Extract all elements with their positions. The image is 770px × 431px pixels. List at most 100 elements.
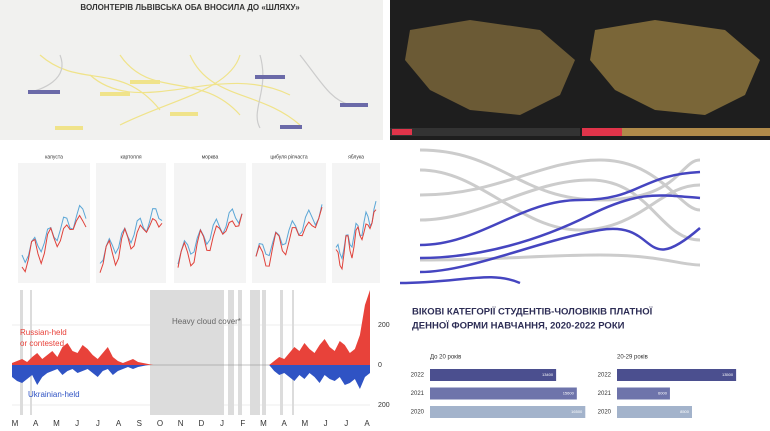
bar xyxy=(430,406,586,418)
y-tick-label: 2020 xyxy=(411,410,425,416)
panel-title: цибуля ріпчаста xyxy=(270,154,308,160)
panel-line xyxy=(335,209,377,271)
area xyxy=(12,290,370,365)
y-tick-label: 2021 xyxy=(411,391,425,397)
map-legend xyxy=(390,128,580,136)
annotation: or contested xyxy=(20,339,64,348)
panel-box xyxy=(174,163,246,283)
panel-line xyxy=(99,217,163,273)
panel-box xyxy=(96,163,166,283)
x-tick-label: F xyxy=(240,419,245,428)
cloud-band xyxy=(30,290,32,415)
panel-line xyxy=(255,207,323,267)
flow-nodes xyxy=(28,75,368,130)
panel-title: морква xyxy=(202,154,219,160)
value-label: 6000 xyxy=(658,391,668,396)
map-legend-swatch xyxy=(582,128,622,136)
bar xyxy=(617,406,692,418)
x-tick-label: M xyxy=(302,419,309,428)
x-tick-label: M xyxy=(12,419,19,428)
node xyxy=(280,125,302,129)
bump-chart xyxy=(399,148,701,285)
flow-link xyxy=(256,54,264,129)
node xyxy=(130,80,160,84)
y2-tick-label: 0 xyxy=(378,362,382,369)
flow-link xyxy=(89,74,291,96)
area-chart: 200 0 200 M A M J J A S O N D J F M A M J J A Russian-held or … xyxy=(12,290,390,428)
x-tick-label: J xyxy=(75,419,79,428)
annotation: Heavy cloud cover* xyxy=(172,317,241,326)
node xyxy=(340,103,368,107)
panel-title: капуста xyxy=(45,154,63,160)
flow-link xyxy=(39,54,161,111)
annotation: Russian-held xyxy=(20,328,67,337)
bump-line-highlight xyxy=(419,227,701,274)
value-label: 8500 xyxy=(680,409,690,414)
x-tick-label: M xyxy=(260,419,267,428)
flow-panel xyxy=(0,0,383,140)
panel-line xyxy=(99,208,163,264)
y2-tick-label: 200 xyxy=(378,322,390,329)
map-shape xyxy=(405,20,575,115)
x-tick-label: D xyxy=(198,419,204,428)
panel-line xyxy=(21,214,87,273)
node xyxy=(170,112,198,116)
x-tick-label: J xyxy=(96,419,100,428)
x-tick-label: M xyxy=(53,419,60,428)
cloud-band xyxy=(238,290,242,415)
cloud-band xyxy=(176,290,224,415)
panel-line xyxy=(177,208,243,265)
node xyxy=(28,90,60,94)
cloud-band xyxy=(250,290,260,415)
chart-title: ДЕННОЇ ФОРМИ НАВЧАННЯ, 2020-2022 РОКИ xyxy=(412,321,625,332)
value-label: 13400 xyxy=(542,372,554,377)
facet-label: До 20 років xyxy=(430,355,461,361)
cloud-band xyxy=(262,290,266,415)
bump-line xyxy=(419,178,701,242)
bump-line-highlight xyxy=(419,194,701,260)
panel-line xyxy=(255,204,323,257)
flow-link xyxy=(189,54,301,126)
panel-line xyxy=(335,200,377,261)
bump-line-highlight xyxy=(419,170,701,247)
bar xyxy=(617,387,670,400)
flow-link xyxy=(119,54,241,126)
bar-chart: ВІКОВІ КАТЕГОРІЇ СТУДЕНТІВ-ЧОЛОВІКІВ ПЛА… xyxy=(411,307,737,418)
node xyxy=(55,126,83,130)
panel-box xyxy=(252,163,326,283)
panel-title: яблука xyxy=(348,154,364,160)
flow-links xyxy=(29,54,351,129)
facet-label: 20-29 років xyxy=(617,355,648,361)
small-multiples: капуста картопля морква цибуля ріпчаста яблу… xyxy=(18,154,380,283)
bar xyxy=(430,387,577,400)
y2-tick-label: 200 xyxy=(378,402,390,409)
bump-line-highlight xyxy=(399,275,521,285)
value-label: 16500 xyxy=(571,409,583,414)
cloud-band xyxy=(280,290,283,415)
y-tick-label: 2022 xyxy=(411,373,425,379)
panel-title: картопля xyxy=(120,154,141,160)
flow-link xyxy=(119,54,241,116)
map-legend xyxy=(622,128,770,136)
y-tick-label: 2022 xyxy=(598,373,612,379)
area xyxy=(12,365,370,389)
panel-line xyxy=(177,213,243,268)
flow-title: ВОЛОНТЕРІВ ЛЬВІВСЬКА ОБА ВНОСИЛА ДО «ШЛЯ… xyxy=(80,3,300,12)
x-tick-label: O xyxy=(157,419,163,428)
node xyxy=(255,75,285,79)
bar xyxy=(430,369,557,381)
y-tick-label: 2020 xyxy=(598,410,612,416)
x-tick-label: A xyxy=(364,419,370,428)
node xyxy=(100,92,130,96)
panel-box xyxy=(18,163,90,283)
x-tick-label: A xyxy=(282,419,288,428)
x-tick-label: J xyxy=(344,419,348,428)
x-tick-label: A xyxy=(33,419,39,428)
x-tick-label: N xyxy=(178,419,184,428)
x-tick-label: J xyxy=(324,419,328,428)
map-legend-swatch xyxy=(392,129,412,135)
x-tick-label: J xyxy=(220,419,224,428)
cloud-band xyxy=(228,290,234,415)
value-label: 15600 xyxy=(563,391,575,396)
